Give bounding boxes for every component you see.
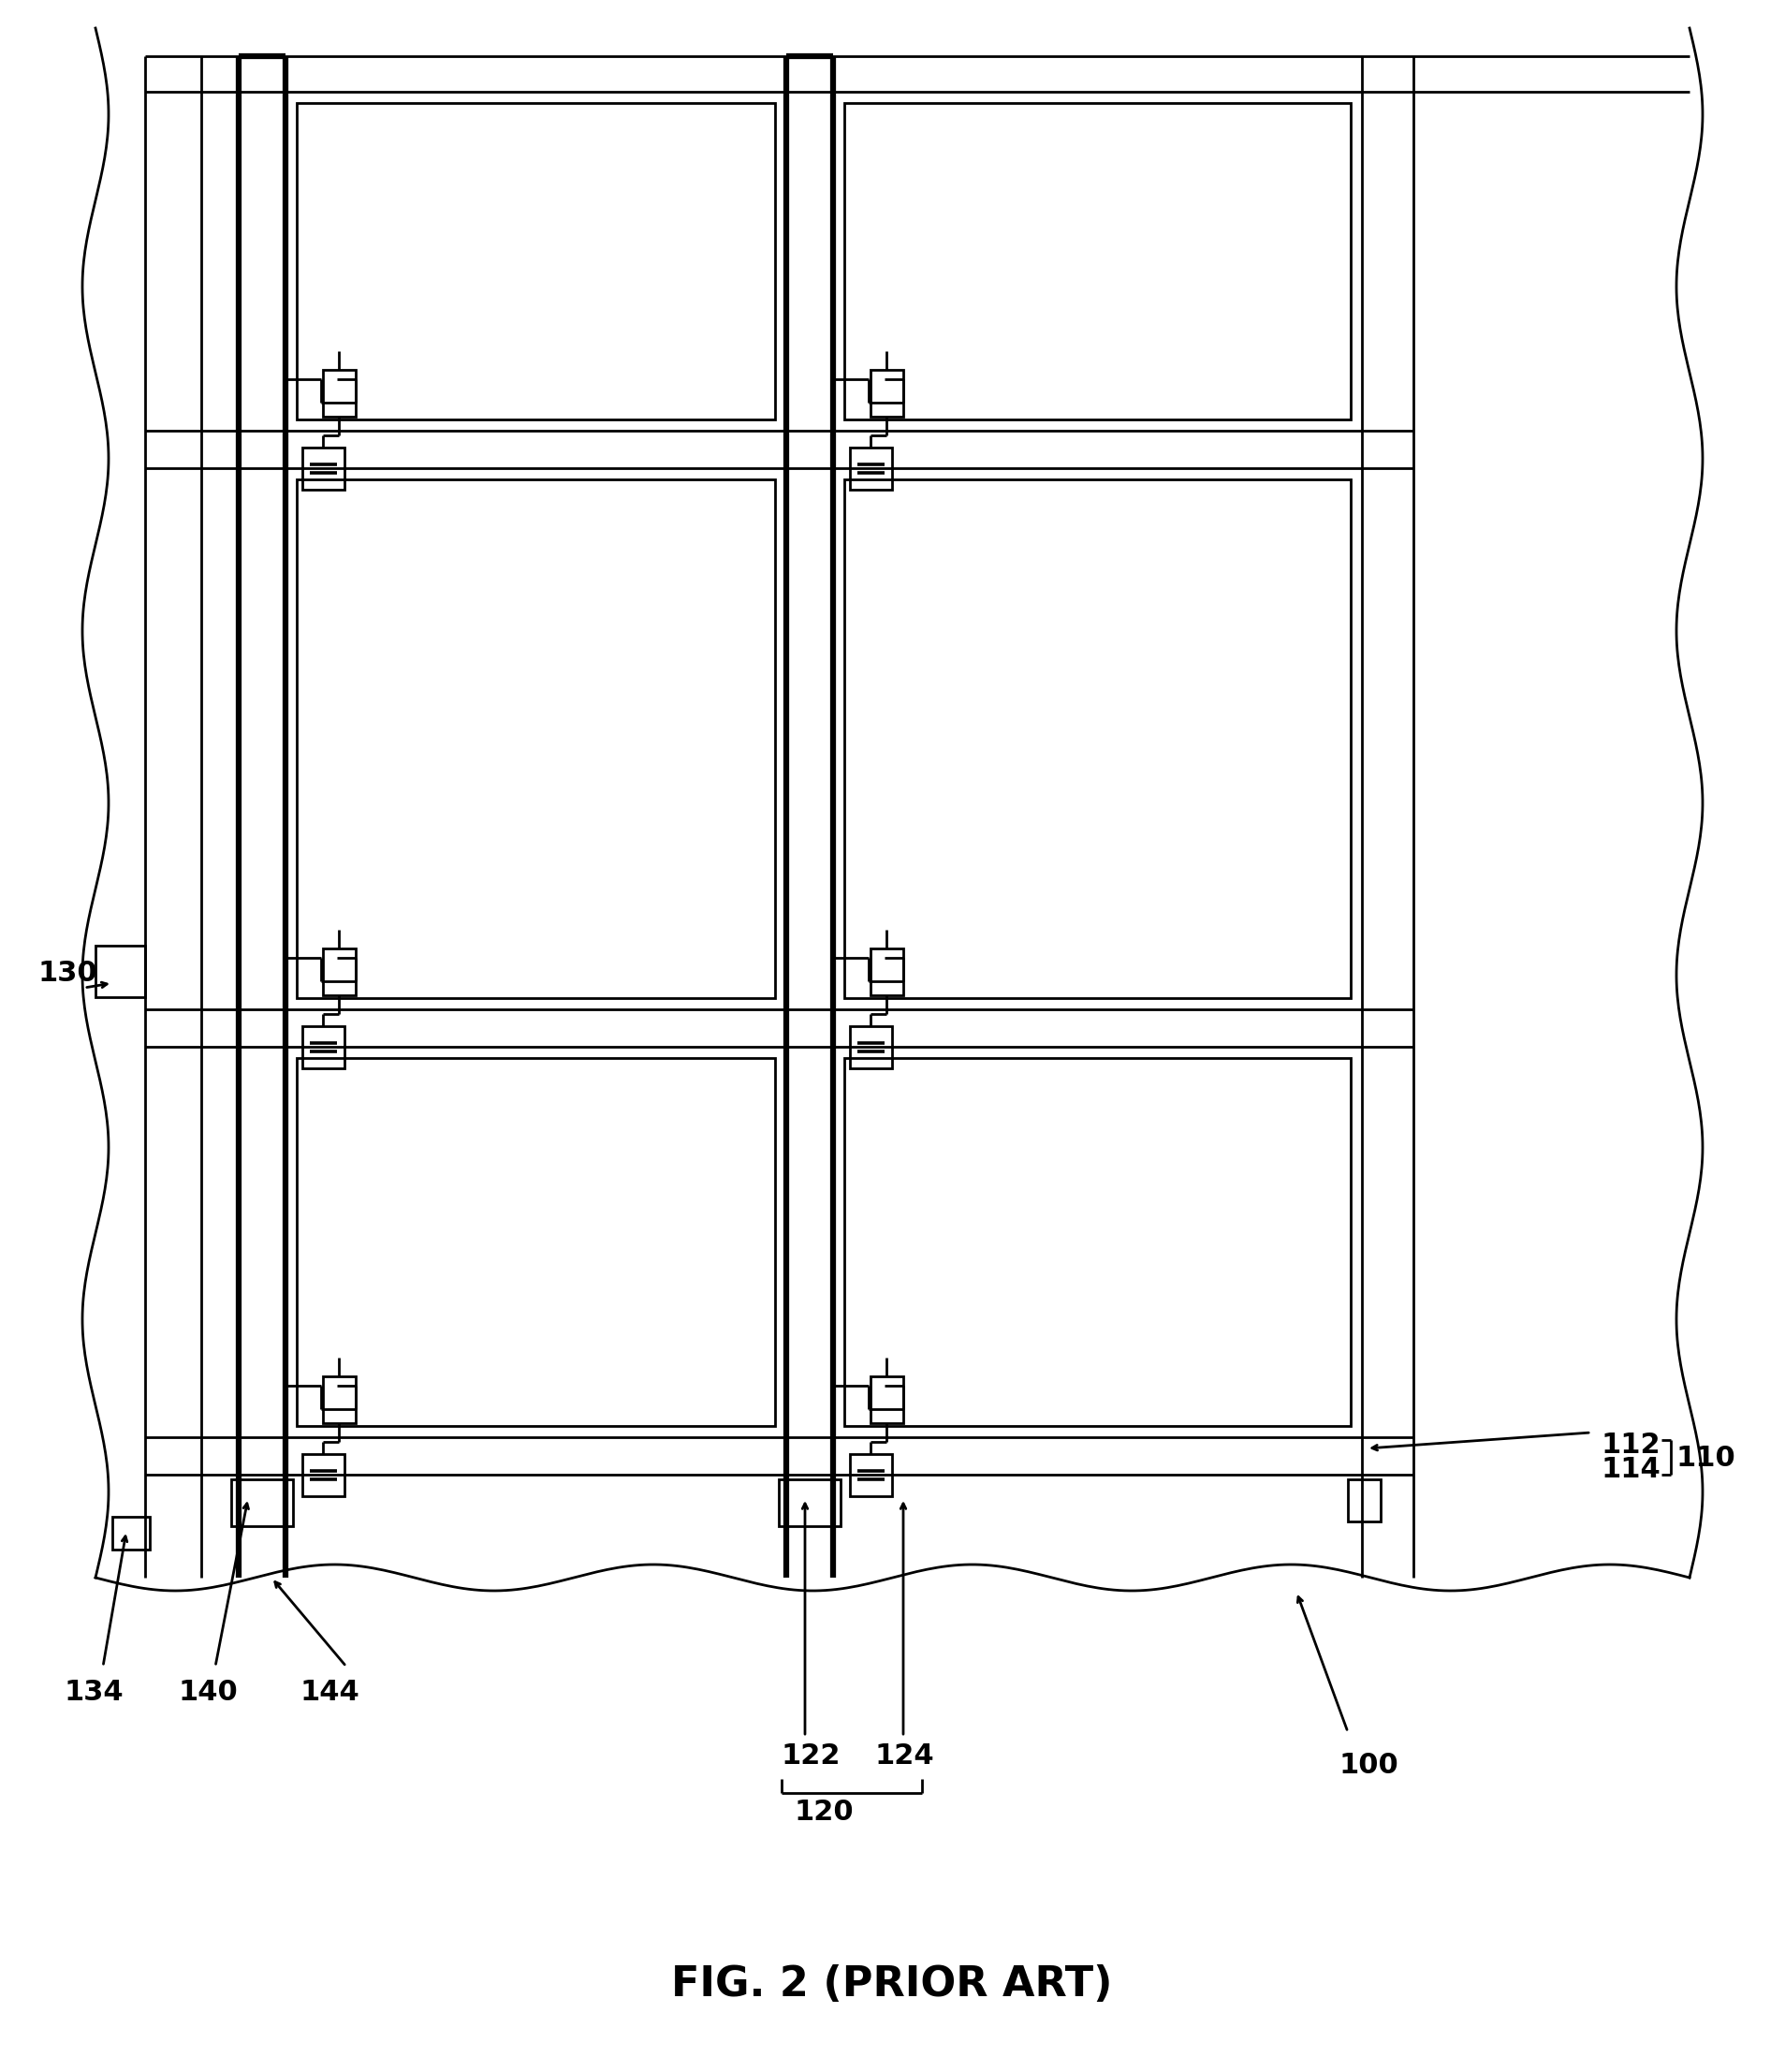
Text: FIG. 2 (PRIOR ART): FIG. 2 (PRIOR ART): [671, 1964, 1112, 2006]
Bar: [232, 1479, 293, 1527]
Bar: [112, 1517, 150, 1550]
Bar: [844, 479, 1351, 999]
Bar: [323, 1376, 355, 1423]
Bar: [844, 1059, 1351, 1426]
Text: 130: 130: [37, 959, 96, 988]
Bar: [871, 1376, 903, 1423]
Text: 112: 112: [1601, 1432, 1660, 1459]
Bar: [850, 1455, 892, 1496]
Text: 124: 124: [875, 1743, 935, 1769]
Bar: [296, 479, 775, 999]
Bar: [302, 1455, 345, 1496]
Bar: [302, 448, 345, 489]
Bar: [850, 1026, 892, 1069]
Bar: [323, 949, 355, 995]
Bar: [844, 104, 1351, 419]
Text: 114: 114: [1601, 1457, 1660, 1484]
Bar: [95, 945, 145, 997]
Text: 120: 120: [794, 1798, 853, 1825]
Text: 134: 134: [64, 1678, 123, 1707]
Bar: [296, 104, 775, 419]
Bar: [1348, 1479, 1380, 1521]
Bar: [871, 949, 903, 995]
Text: 100: 100: [1339, 1751, 1398, 1778]
Bar: [871, 369, 903, 416]
Bar: [850, 448, 892, 489]
Bar: [778, 1479, 841, 1527]
Bar: [296, 1059, 775, 1426]
Text: 110: 110: [1676, 1444, 1735, 1471]
Bar: [302, 1026, 345, 1069]
Text: 122: 122: [782, 1743, 841, 1769]
Text: 144: 144: [300, 1678, 359, 1707]
Text: 140: 140: [178, 1678, 237, 1707]
Bar: [323, 369, 355, 416]
